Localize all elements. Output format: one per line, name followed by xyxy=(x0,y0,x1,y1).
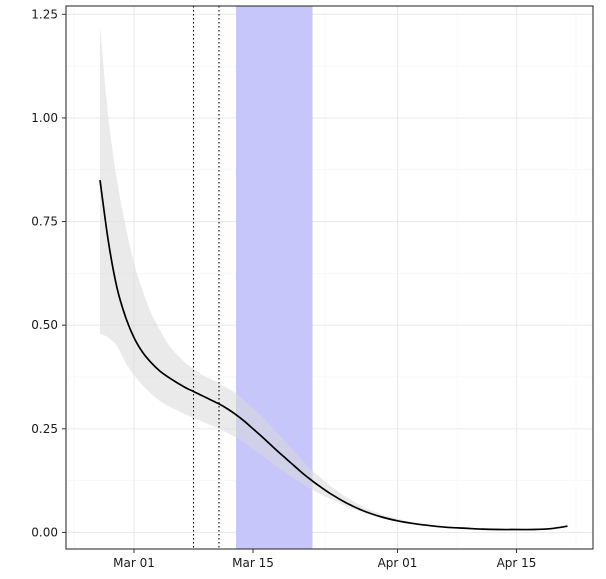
reference-lines xyxy=(192,6,220,549)
y-tick-label: 1.25 xyxy=(31,7,58,21)
x-tick-label: Apr 15 xyxy=(497,556,537,570)
confidence-bands xyxy=(100,26,568,530)
axis-ticks xyxy=(62,13,517,553)
panel-border xyxy=(65,5,594,550)
y-axis-tick-labels: 0.00 0.25 0.50 0.75 1.00 1.25 xyxy=(31,7,58,539)
minor-gridlines xyxy=(66,6,593,549)
series-lines xyxy=(99,179,568,531)
major-gridlines xyxy=(66,6,593,549)
y-tick-label: 0.00 xyxy=(31,525,58,539)
confidence-band xyxy=(100,26,568,530)
series-line xyxy=(99,179,568,531)
y-tick-label: 0.75 xyxy=(31,215,58,229)
x-tick-label: Mar 01 xyxy=(113,556,155,570)
y-tick-label: 0.25 xyxy=(31,422,58,436)
y-tick-label: 1.00 xyxy=(31,111,58,125)
x-axis-tick-labels: Mar 01 Mar 15 Apr 01 Apr 15 xyxy=(113,556,536,570)
y-tick-label: 0.50 xyxy=(31,318,58,332)
x-tick-label: Mar 15 xyxy=(232,556,274,570)
x-tick-label: Apr 01 xyxy=(378,556,418,570)
